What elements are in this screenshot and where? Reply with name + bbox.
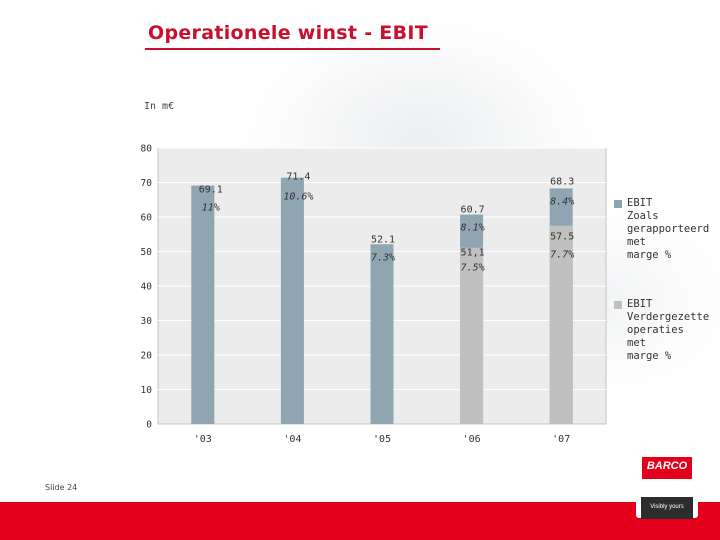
logo-red-block <box>642 457 692 479</box>
logo-tagline-block <box>641 497 693 519</box>
margin-label-reported: 8.4% <box>550 196 574 207</box>
value-label-discontinued: 57.5 <box>550 232 574 243</box>
y-tick-label: 50 <box>141 247 153 258</box>
logo-tagline: Visibly yours <box>650 504 684 510</box>
legend-swatch-discontinued <box>614 301 622 309</box>
title-underline <box>145 48 440 50</box>
bar-reported <box>191 185 215 424</box>
y-tick-label: 0 <box>146 420 152 431</box>
logo-brand: BARCO <box>646 460 688 472</box>
x-tick-label: '06 <box>463 434 481 445</box>
y-tick-label: 30 <box>141 316 153 327</box>
x-tick-label: '04 <box>283 434 301 445</box>
page-title: Operationele winst - EBIT <box>148 22 428 44</box>
margin-label-reported: 8.1% <box>461 223 485 234</box>
y-tick-label: 40 <box>141 282 153 293</box>
value-label-discontinued: 51,1 <box>461 248 485 259</box>
y-tick-label: 80 <box>141 144 153 155</box>
legend-swatch-reported <box>614 200 622 208</box>
x-tick-label: '05 <box>373 434 391 445</box>
legend-label-discontinued: EBIT Verdergezette operaties met marge % <box>627 298 710 362</box>
bar-discontinued <box>549 225 573 424</box>
footer-bar <box>0 502 720 540</box>
margin-label-discontinued: 7.5% <box>461 263 485 274</box>
y-tick-label: 20 <box>141 351 153 362</box>
value-label-reported: 68.3 <box>550 176 574 187</box>
margin-label-reported: 10.6% <box>283 192 313 203</box>
value-label-reported: 52.1 <box>371 234 395 245</box>
bar-reported <box>280 177 304 424</box>
value-label-reported: 71.4 <box>286 172 310 183</box>
legend-label-reported: EBIT Zoals gerapporteerd met marge % <box>627 197 710 261</box>
value-label-reported: 69.1 <box>199 185 223 196</box>
y-tick-label: 60 <box>141 213 153 224</box>
value-label-reported: 60.7 <box>461 205 485 216</box>
y-tick-label: 10 <box>141 385 153 396</box>
margin-label-discontinued: 7.7% <box>550 250 574 261</box>
unit-label: In m€ <box>144 101 175 112</box>
x-tick-label: '03 <box>194 434 212 445</box>
bar-discontinued <box>460 247 484 424</box>
slide-number: Slide 24 <box>45 483 78 492</box>
x-tick-label: '07 <box>552 434 570 445</box>
margin-label-reported: 11% <box>202 203 220 214</box>
bar-reported <box>370 244 394 424</box>
y-tick-label: 70 <box>141 178 153 189</box>
margin-label-reported: 7.3% <box>371 252 395 263</box>
